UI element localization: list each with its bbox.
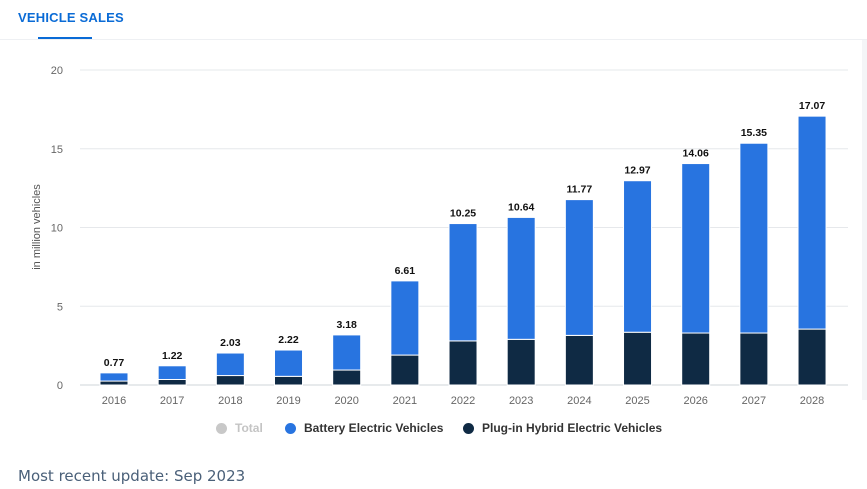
legend-dot-icon <box>216 422 227 434</box>
legend-label: Plug-in Hybrid Electric Vehicles <box>482 421 663 435</box>
tab-bar: VEHICLE SALES <box>0 0 867 40</box>
data-label: 6.61 <box>395 265 416 277</box>
data-label: 10.25 <box>450 208 476 220</box>
data-label: 15.35 <box>741 127 767 139</box>
bar-segment <box>797 115 827 330</box>
bar-segment <box>681 163 711 334</box>
bar-segment <box>390 354 420 386</box>
legend-label: Battery Electric Vehicles <box>304 421 444 435</box>
y-tick-label: 0 <box>57 380 63 392</box>
last-update-note: Most recent update: Sep 2023 <box>18 467 246 485</box>
x-tick-label: 2022 <box>451 395 475 407</box>
bar-segment <box>274 375 304 386</box>
bar-segment <box>157 365 187 380</box>
y-tick-label: 5 <box>57 301 63 313</box>
tab-vehicle-sales[interactable]: VEHICLE SALES <box>18 10 124 25</box>
x-tick-label: 2019 <box>276 395 300 407</box>
x-tick-label: 2020 <box>334 395 358 407</box>
data-label: 10.64 <box>508 201 534 213</box>
data-label: 0.77 <box>104 357 125 369</box>
legend-dot-icon <box>285 422 296 434</box>
bar-segment <box>739 332 769 386</box>
scroll-edge <box>862 40 867 400</box>
y-tick-label: 15 <box>51 144 63 156</box>
bar-segment <box>99 380 129 386</box>
y-tick-label: 10 <box>51 223 63 235</box>
data-label: 11.77 <box>567 184 593 196</box>
vehicle-sales-chart: 0 5 10 15 20 in million vehicles 0.77 2016 1.22 2… <box>31 65 848 407</box>
y-axis-label: in million vehicles <box>31 184 43 270</box>
chart-legend: Total Battery Electric Vehicles Plug-in … <box>0 421 867 439</box>
data-label: 2.03 <box>220 337 241 349</box>
bar-segment <box>332 334 362 371</box>
x-tick-label: 2023 <box>509 395 533 407</box>
bar-segment <box>215 352 245 377</box>
data-label: 14.06 <box>683 148 709 160</box>
x-tick-label: 2016 <box>102 395 126 407</box>
bar-segment <box>623 331 653 386</box>
legend-item-total[interactable]: Total <box>216 421 263 435</box>
y-tick-label: 20 <box>51 65 63 77</box>
bar-segment <box>99 372 129 382</box>
tab-active-indicator <box>38 37 92 39</box>
bar-segment <box>332 369 362 386</box>
bar-segment <box>448 340 478 386</box>
data-label: 3.18 <box>336 319 357 331</box>
legend-item-bev[interactable]: Battery Electric Vehicles <box>285 421 443 435</box>
x-tick-label: 2024 <box>567 395 591 407</box>
bar-segment <box>681 332 711 386</box>
x-tick-label: 2028 <box>800 395 824 407</box>
bar-segment <box>564 199 594 336</box>
bar-segment <box>274 349 304 377</box>
bar-segment <box>739 142 769 334</box>
legend-dot-icon <box>463 422 474 434</box>
bar-segment <box>448 223 478 342</box>
x-tick-label: 2025 <box>625 395 649 407</box>
bar-segment <box>564 334 594 386</box>
bar-segment <box>215 375 245 386</box>
data-label: 12.97 <box>624 165 650 177</box>
x-tick-label: 2026 <box>683 395 707 407</box>
bar-segment <box>506 216 536 340</box>
x-tick-label: 2017 <box>160 395 184 407</box>
bar-segment <box>157 378 187 386</box>
bar-segment <box>623 180 653 333</box>
legend-item-phev[interactable]: Plug-in Hybrid Electric Vehicles <box>463 421 662 435</box>
data-label: 2.22 <box>278 334 299 346</box>
data-label: 1.22 <box>162 350 183 362</box>
legend-label: Total <box>235 421 263 435</box>
x-tick-label: 2021 <box>393 395 417 407</box>
bar-segment <box>797 328 827 386</box>
data-label: 17.07 <box>799 100 825 112</box>
x-tick-label: 2018 <box>218 395 242 407</box>
x-tick-label: 2027 <box>742 395 766 407</box>
bar-segment <box>506 338 536 386</box>
bar-segment <box>390 280 420 356</box>
